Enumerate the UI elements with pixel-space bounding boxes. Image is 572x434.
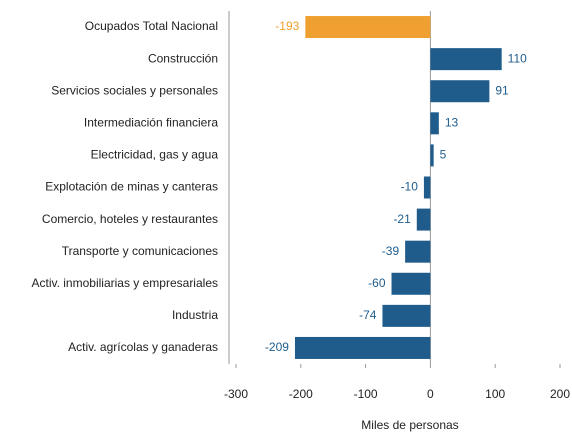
bar [405,240,431,263]
value-label: -209 [265,340,289,354]
y-tick-label: Construcción [148,51,218,65]
value-label: 13 [445,115,459,129]
value-label: -39 [382,244,400,258]
value-label: -193 [275,19,299,33]
x-tick-label: -200 [289,387,313,401]
x-tick-label: -300 [224,387,248,401]
bar [382,304,431,327]
value-label: -74 [359,308,377,322]
bar [430,80,490,103]
bar [305,16,431,39]
x-axis-label: Miles de personas [361,418,458,432]
x-tick-label: 100 [485,387,505,401]
bar [430,48,502,71]
y-tick-label: Servicios sociales y personales [51,83,218,97]
bar [430,144,434,167]
value-label: 110 [508,51,527,65]
value-label: 5 [440,148,447,162]
y-tick-label: Electricidad, gas y agua [91,148,219,162]
y-tick-label: Transporte y comunicaciones [62,244,218,258]
value-label: -10 [401,180,419,194]
value-label: -21 [393,212,411,226]
y-tick-label: Industria [172,308,218,322]
bar [294,336,431,359]
x-tick-label: 0 [427,387,434,401]
y-tick-label: Ocupados Total Nacional [85,19,218,33]
y-tick-label: Explotación de minas y canteras [45,180,218,194]
y-tick-label: Activ. inmobiliarias y empresariales [31,276,218,290]
bar [416,208,431,231]
value-label: -60 [368,276,386,290]
bar [391,272,431,295]
y-tick-label: Comercio, hoteles y restaurantes [42,212,218,226]
x-tick-label: -100 [354,387,378,401]
x-tick-label: 200 [550,387,570,401]
value-label: 91 [495,83,509,97]
y-tick-label: Activ. agrícolas y ganaderas [68,340,218,354]
bar [423,176,431,199]
bar [430,112,439,135]
y-tick-label: Intermediación financiera [84,115,218,129]
